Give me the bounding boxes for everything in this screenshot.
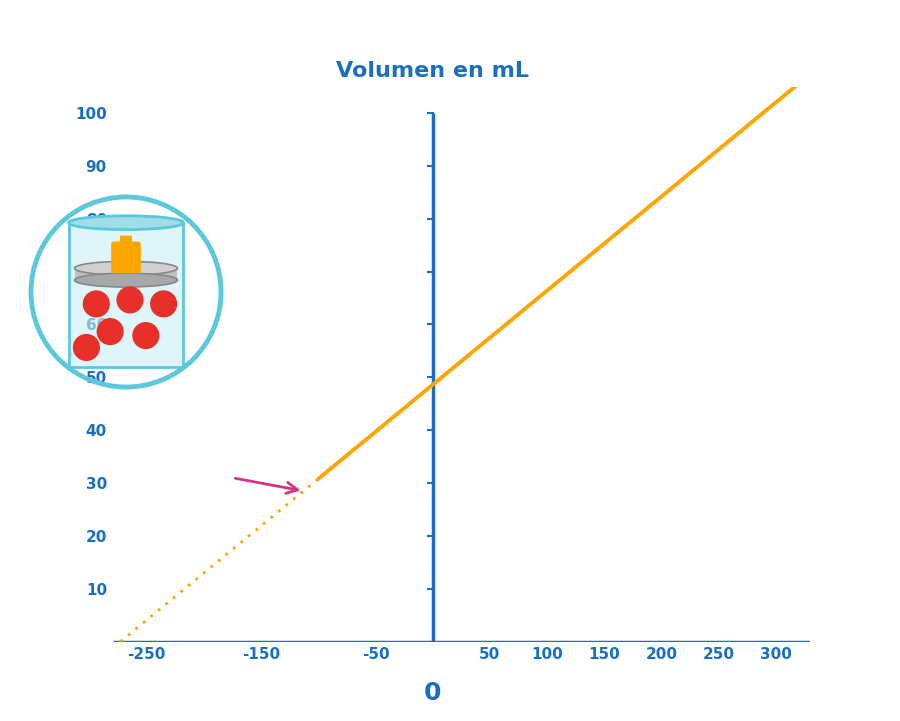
Circle shape xyxy=(133,323,158,348)
Ellipse shape xyxy=(75,261,177,275)
FancyBboxPatch shape xyxy=(68,223,184,367)
Circle shape xyxy=(150,291,176,317)
FancyBboxPatch shape xyxy=(75,268,177,280)
Text: 0: 0 xyxy=(424,681,441,705)
FancyBboxPatch shape xyxy=(120,236,132,245)
Ellipse shape xyxy=(75,273,177,287)
Circle shape xyxy=(117,287,143,313)
Text: Volumen en mL: Volumen en mL xyxy=(337,61,529,81)
Ellipse shape xyxy=(68,216,184,229)
Circle shape xyxy=(84,291,109,317)
Circle shape xyxy=(97,319,123,345)
FancyBboxPatch shape xyxy=(111,242,140,273)
Circle shape xyxy=(74,335,99,360)
